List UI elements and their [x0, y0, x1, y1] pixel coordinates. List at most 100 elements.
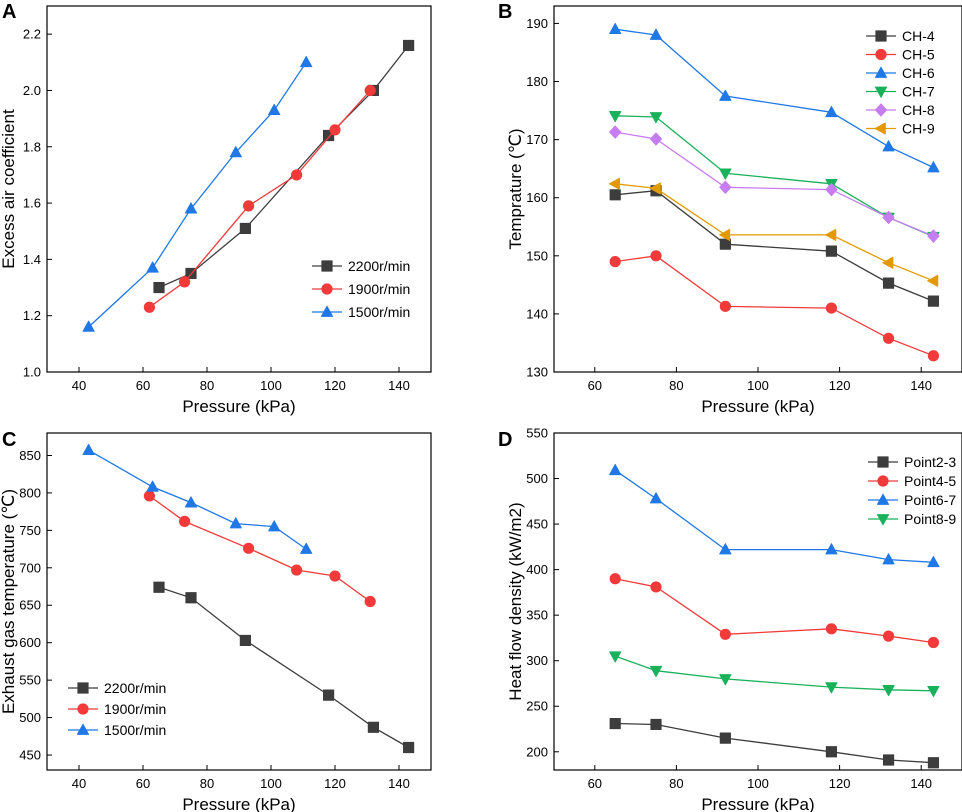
- legend-marker: [874, 103, 888, 117]
- data-point: [609, 125, 622, 139]
- y-tick-label: 1.6: [23, 196, 41, 211]
- x-tick-label: 100: [747, 776, 769, 791]
- data-point: [239, 222, 251, 235]
- series-line: [88, 61, 307, 328]
- series-line: [88, 449, 307, 550]
- x-axis-title: Pressure (kPa): [701, 795, 814, 812]
- legend-marker: [874, 86, 888, 98]
- data-point: [650, 718, 662, 731]
- series-ch-4: [609, 185, 940, 307]
- legend-label: CH-4: [902, 28, 935, 44]
- x-tick-label: 60: [588, 378, 602, 393]
- y-tick-label: 400: [526, 562, 548, 577]
- data-point: [300, 55, 313, 68]
- data-point: [927, 636, 940, 649]
- x-tick-label: 100: [747, 378, 769, 393]
- y-tick-label: 450: [19, 748, 41, 763]
- y-tick-label: 170: [526, 132, 548, 147]
- legend: 2200r/min 1900r/min 1500r/min: [68, 680, 166, 738]
- legend-marker: [877, 475, 889, 487]
- data-point: [367, 721, 379, 733]
- data-point: [825, 245, 838, 257]
- data-point: [323, 689, 335, 701]
- data-point: [609, 189, 621, 201]
- y-tick-label: 500: [19, 710, 41, 725]
- x-tick-label: 40: [72, 776, 86, 791]
- panel-letter: C: [2, 429, 16, 451]
- panel-letter: A: [2, 1, 16, 23]
- data-point: [649, 492, 663, 504]
- y-tick-label: 1.2: [23, 308, 41, 323]
- x-tick-label: 140: [910, 776, 932, 791]
- data-point: [179, 515, 191, 527]
- data-point: [609, 573, 621, 585]
- data-point: [153, 281, 165, 294]
- y-tick-label: 2.2: [23, 27, 41, 42]
- series-1900r-min: [143, 84, 376, 313]
- y-axis-title: Temprature (℃): [506, 128, 525, 249]
- y-axis-title: Excess air coefficient: [0, 109, 18, 269]
- data-point: [882, 210, 895, 225]
- legend: 2200r/min 1900r/min 1500r/min: [312, 258, 410, 320]
- legend-label: 1500r/min: [104, 722, 166, 738]
- y-axis-title: Exhaust gas temperature (℃): [0, 489, 18, 714]
- x-axis-title: Pressure (kPa): [182, 795, 295, 812]
- data-point: [882, 553, 895, 565]
- data-point: [329, 570, 341, 582]
- legend-label: Point2-3: [904, 454, 956, 470]
- data-point: [719, 543, 732, 555]
- data-point: [179, 276, 191, 288]
- data-point: [927, 274, 939, 287]
- data-point: [609, 717, 621, 730]
- series-line: [615, 131, 934, 237]
- data-point: [608, 177, 621, 190]
- data-point: [927, 229, 940, 243]
- y-tick-label: 700: [19, 560, 41, 575]
- data-point: [927, 350, 940, 362]
- data-point: [82, 443, 95, 456]
- legend-label: 1900r/min: [104, 701, 166, 717]
- data-point: [927, 757, 940, 769]
- legend-label: Point4-5: [904, 473, 956, 489]
- data-point: [649, 182, 661, 195]
- y-tick-label: 450: [526, 517, 548, 532]
- data-point: [882, 277, 895, 289]
- x-tick-label: 60: [136, 378, 150, 393]
- series-line: [149, 90, 371, 308]
- panel-letter: B: [498, 1, 512, 23]
- y-tick-label: 140: [526, 306, 548, 321]
- series-1900r-min: [143, 490, 376, 608]
- legend-marker: [874, 66, 888, 78]
- y-tick-label: 150: [526, 248, 548, 263]
- series-ch-6: [609, 22, 940, 173]
- data-point: [882, 754, 895, 766]
- y-tick-label: 800: [19, 485, 41, 500]
- legend-marker: [77, 703, 89, 715]
- legend-marker: [875, 48, 887, 61]
- y-tick-label: 180: [526, 74, 548, 89]
- plot-frame: [46, 432, 432, 771]
- chart-panel-c: C 40 60 80 100 120 140 450 500 550 600 650 700 750 800…: [0, 429, 432, 812]
- x-tick-label: 140: [388, 378, 410, 393]
- y-axis-title: Heat flow density (kW/m2): [506, 502, 525, 700]
- legend-label: CH-6: [902, 65, 935, 81]
- data-point: [146, 261, 159, 273]
- data-point: [82, 320, 95, 332]
- legend: CH-4 CH-5 CH-6 CH-7 CH-8 CH-9: [866, 28, 935, 137]
- x-tick-label: 120: [829, 378, 851, 393]
- data-point: [609, 256, 621, 268]
- data-point: [268, 520, 281, 532]
- y-tick-label: 550: [19, 673, 41, 688]
- legend-marker: [320, 305, 334, 317]
- legend-label: CH-7: [902, 84, 935, 100]
- x-tick-label: 120: [324, 378, 346, 393]
- series-line: [158, 45, 410, 289]
- y-tick-label: 200: [526, 744, 548, 759]
- series-point8-9: [609, 651, 940, 698]
- y-tick-label: 350: [526, 608, 548, 623]
- x-tick-label: 100: [260, 776, 282, 791]
- y-tick-label: 750: [19, 523, 41, 538]
- legend: Point2-3 Point4-5 Point6-7 Point8-9: [868, 454, 956, 527]
- panel-letter: D: [498, 429, 512, 451]
